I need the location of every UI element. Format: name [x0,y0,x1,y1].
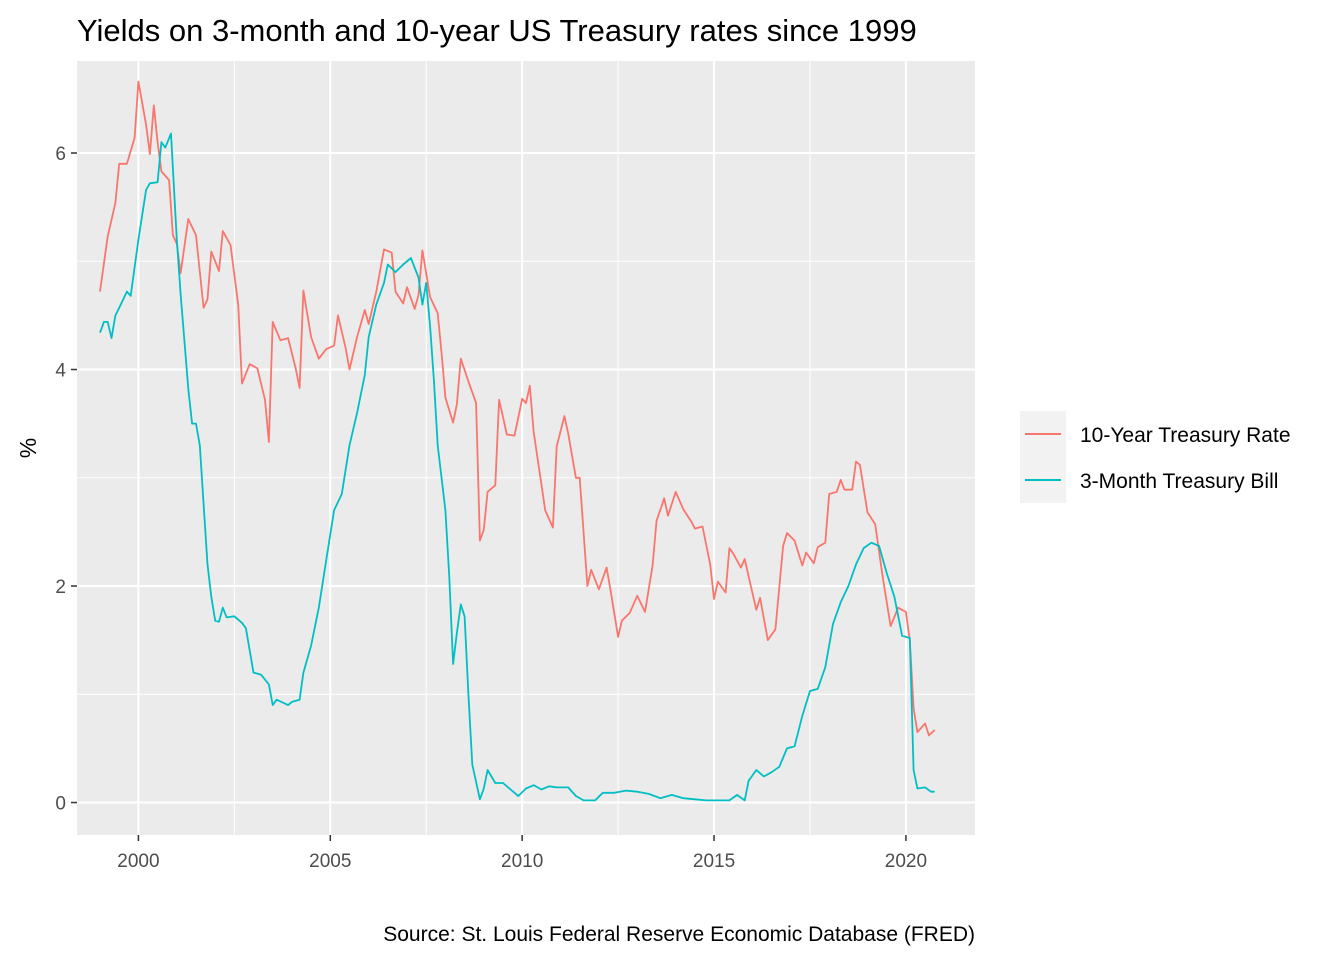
legend-label-3-month: 3-Month Treasury Bill [1080,470,1278,493]
x-axis: 2000 2005 2010 2015 2020 [117,835,927,872]
y-tick-label: 4 [55,361,66,382]
x-tick-label: 2015 [693,851,735,872]
chart-caption: Source: St. Louis Federal Reserve Econom… [383,923,975,946]
series-layer [99,80,936,802]
grid-major [77,61,975,835]
y-tick-label: 6 [55,144,66,165]
series-line-10-year-treasury-rate [99,80,936,737]
series-line-3-month-treasury-bill [99,132,935,802]
plot-panel [77,61,975,835]
legend-label-10-year: 10-Year Treasury Rate [1080,424,1291,447]
y-axis: 0 2 4 6 [55,144,77,815]
x-tick-label: 2000 [117,851,159,872]
x-tick-label: 2020 [885,851,927,872]
x-tick-label: 2010 [501,851,543,872]
legend: 10-Year Treasury Rate 3-Month Treasury B… [1020,411,1291,503]
chart-title: Yields on 3-month and 10-year US Treasur… [77,13,917,48]
y-axis-title: % [15,438,41,458]
grid-minor [77,61,975,835]
y-tick-label: 2 [55,577,66,598]
x-tick-label: 2005 [309,851,351,872]
y-tick-label: 0 [55,794,66,815]
